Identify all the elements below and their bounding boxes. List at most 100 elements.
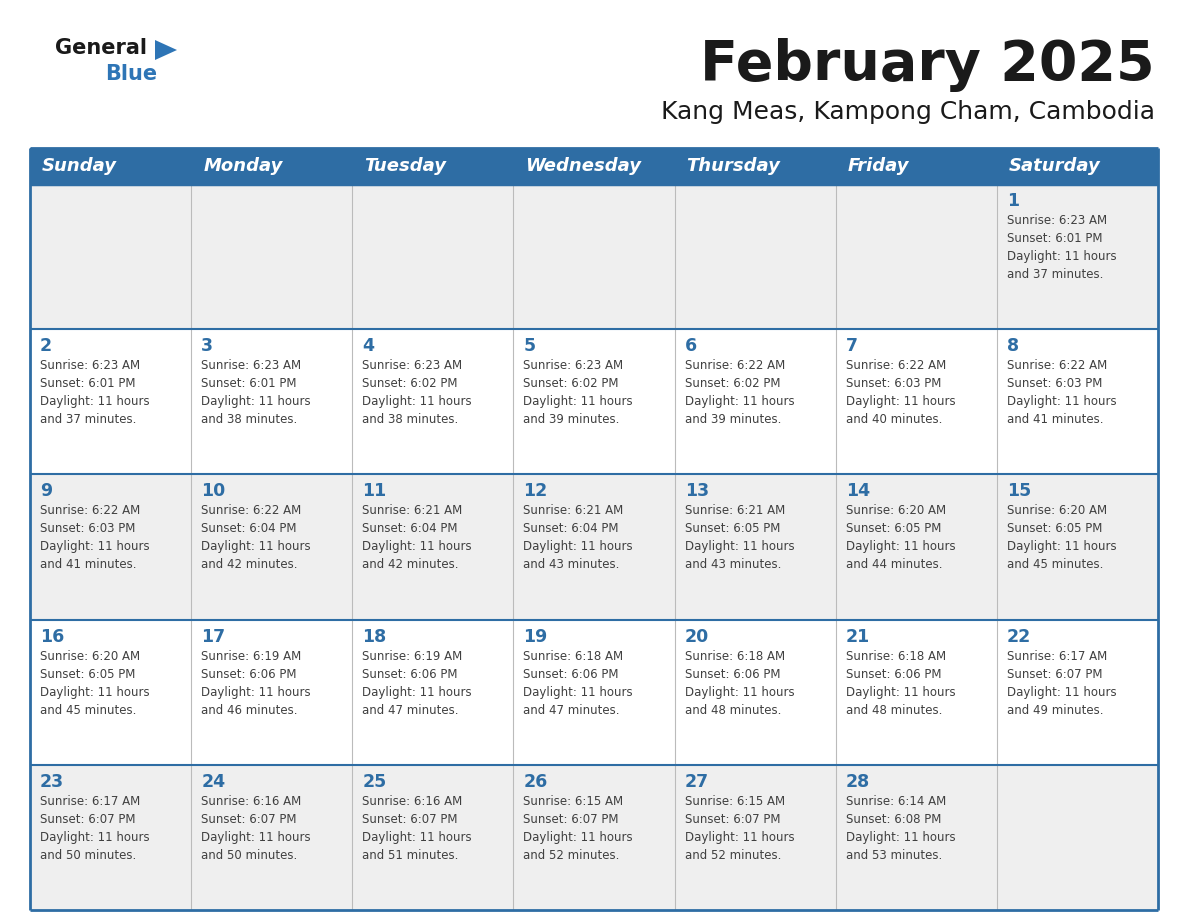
Text: Sunrise: 6:20 AM
Sunset: 6:05 PM
Daylight: 11 hours
and 44 minutes.: Sunrise: 6:20 AM Sunset: 6:05 PM Dayligh… bbox=[846, 504, 955, 571]
Text: 24: 24 bbox=[201, 773, 226, 790]
Text: 23: 23 bbox=[40, 773, 64, 790]
Text: Monday: Monday bbox=[203, 157, 283, 175]
Text: 12: 12 bbox=[524, 482, 548, 500]
Bar bbox=[353, 330, 513, 475]
Bar bbox=[191, 475, 353, 620]
Text: 17: 17 bbox=[201, 628, 226, 645]
Bar bbox=[353, 184, 513, 330]
Bar bbox=[30, 148, 1158, 184]
Text: Sunrise: 6:16 AM
Sunset: 6:07 PM
Daylight: 11 hours
and 50 minutes.: Sunrise: 6:16 AM Sunset: 6:07 PM Dayligh… bbox=[201, 795, 311, 862]
Text: Thursday: Thursday bbox=[687, 157, 781, 175]
Bar bbox=[835, 330, 997, 475]
Text: 16: 16 bbox=[40, 628, 64, 645]
Bar bbox=[997, 330, 1158, 475]
Bar bbox=[997, 475, 1158, 620]
Text: Sunrise: 6:21 AM
Sunset: 6:05 PM
Daylight: 11 hours
and 43 minutes.: Sunrise: 6:21 AM Sunset: 6:05 PM Dayligh… bbox=[684, 504, 795, 571]
Bar bbox=[353, 765, 513, 910]
Bar bbox=[30, 620, 191, 765]
Bar bbox=[513, 330, 675, 475]
Text: 15: 15 bbox=[1007, 482, 1031, 500]
Text: 6: 6 bbox=[684, 337, 696, 355]
Text: 4: 4 bbox=[362, 337, 374, 355]
Text: 20: 20 bbox=[684, 628, 709, 645]
Bar bbox=[675, 765, 835, 910]
Text: 5: 5 bbox=[524, 337, 536, 355]
Text: 7: 7 bbox=[846, 337, 858, 355]
Text: 8: 8 bbox=[1007, 337, 1019, 355]
Text: 13: 13 bbox=[684, 482, 709, 500]
Text: 18: 18 bbox=[362, 628, 386, 645]
Bar bbox=[513, 184, 675, 330]
Text: 1: 1 bbox=[1007, 192, 1019, 210]
Bar bbox=[353, 475, 513, 620]
Text: Sunrise: 6:15 AM
Sunset: 6:07 PM
Daylight: 11 hours
and 52 minutes.: Sunrise: 6:15 AM Sunset: 6:07 PM Dayligh… bbox=[684, 795, 795, 862]
Bar bbox=[835, 620, 997, 765]
Text: Sunrise: 6:23 AM
Sunset: 6:01 PM
Daylight: 11 hours
and 37 minutes.: Sunrise: 6:23 AM Sunset: 6:01 PM Dayligh… bbox=[40, 359, 150, 426]
Text: 26: 26 bbox=[524, 773, 548, 790]
Polygon shape bbox=[154, 40, 177, 60]
Text: Sunrise: 6:17 AM
Sunset: 6:07 PM
Daylight: 11 hours
and 49 minutes.: Sunrise: 6:17 AM Sunset: 6:07 PM Dayligh… bbox=[1007, 650, 1117, 717]
Text: Sunrise: 6:18 AM
Sunset: 6:06 PM
Daylight: 11 hours
and 47 minutes.: Sunrise: 6:18 AM Sunset: 6:06 PM Dayligh… bbox=[524, 650, 633, 717]
Text: Kang Meas, Kampong Cham, Cambodia: Kang Meas, Kampong Cham, Cambodia bbox=[661, 100, 1155, 124]
Text: Sunrise: 6:23 AM
Sunset: 6:02 PM
Daylight: 11 hours
and 38 minutes.: Sunrise: 6:23 AM Sunset: 6:02 PM Dayligh… bbox=[362, 359, 472, 426]
Text: Sunrise: 6:22 AM
Sunset: 6:03 PM
Daylight: 11 hours
and 41 minutes.: Sunrise: 6:22 AM Sunset: 6:03 PM Dayligh… bbox=[40, 504, 150, 571]
Bar bbox=[513, 475, 675, 620]
Text: Sunrise: 6:18 AM
Sunset: 6:06 PM
Daylight: 11 hours
and 48 minutes.: Sunrise: 6:18 AM Sunset: 6:06 PM Dayligh… bbox=[846, 650, 955, 717]
Bar bbox=[353, 620, 513, 765]
Text: Friday: Friday bbox=[848, 157, 909, 175]
Text: 2: 2 bbox=[40, 337, 52, 355]
Text: Sunday: Sunday bbox=[42, 157, 116, 175]
Bar bbox=[997, 765, 1158, 910]
Text: Sunrise: 6:22 AM
Sunset: 6:04 PM
Daylight: 11 hours
and 42 minutes.: Sunrise: 6:22 AM Sunset: 6:04 PM Dayligh… bbox=[201, 504, 311, 571]
Bar bbox=[191, 620, 353, 765]
Bar bbox=[191, 330, 353, 475]
Bar bbox=[835, 475, 997, 620]
Text: Sunrise: 6:21 AM
Sunset: 6:04 PM
Daylight: 11 hours
and 43 minutes.: Sunrise: 6:21 AM Sunset: 6:04 PM Dayligh… bbox=[524, 504, 633, 571]
Text: Sunrise: 6:15 AM
Sunset: 6:07 PM
Daylight: 11 hours
and 52 minutes.: Sunrise: 6:15 AM Sunset: 6:07 PM Dayligh… bbox=[524, 795, 633, 862]
Text: Sunrise: 6:23 AM
Sunset: 6:01 PM
Daylight: 11 hours
and 37 minutes.: Sunrise: 6:23 AM Sunset: 6:01 PM Dayligh… bbox=[1007, 214, 1117, 281]
Text: Sunrise: 6:19 AM
Sunset: 6:06 PM
Daylight: 11 hours
and 47 minutes.: Sunrise: 6:19 AM Sunset: 6:06 PM Dayligh… bbox=[362, 650, 472, 717]
Bar bbox=[675, 330, 835, 475]
Text: 21: 21 bbox=[846, 628, 870, 645]
Text: Sunrise: 6:22 AM
Sunset: 6:03 PM
Daylight: 11 hours
and 40 minutes.: Sunrise: 6:22 AM Sunset: 6:03 PM Dayligh… bbox=[846, 359, 955, 426]
Text: 27: 27 bbox=[684, 773, 709, 790]
Text: Tuesday: Tuesday bbox=[365, 157, 447, 175]
Text: 3: 3 bbox=[201, 337, 213, 355]
Text: 22: 22 bbox=[1007, 628, 1031, 645]
Bar bbox=[675, 620, 835, 765]
Text: Sunrise: 6:14 AM
Sunset: 6:08 PM
Daylight: 11 hours
and 53 minutes.: Sunrise: 6:14 AM Sunset: 6:08 PM Dayligh… bbox=[846, 795, 955, 862]
Text: General: General bbox=[55, 38, 147, 58]
Bar bbox=[191, 765, 353, 910]
Text: 10: 10 bbox=[201, 482, 226, 500]
Text: Blue: Blue bbox=[105, 64, 157, 84]
Text: Sunrise: 6:22 AM
Sunset: 6:02 PM
Daylight: 11 hours
and 39 minutes.: Sunrise: 6:22 AM Sunset: 6:02 PM Dayligh… bbox=[684, 359, 795, 426]
Bar bbox=[30, 330, 191, 475]
Bar bbox=[997, 620, 1158, 765]
Text: Saturday: Saturday bbox=[1009, 157, 1100, 175]
Text: 11: 11 bbox=[362, 482, 386, 500]
Bar bbox=[835, 765, 997, 910]
Text: Sunrise: 6:17 AM
Sunset: 6:07 PM
Daylight: 11 hours
and 50 minutes.: Sunrise: 6:17 AM Sunset: 6:07 PM Dayligh… bbox=[40, 795, 150, 862]
Bar bbox=[675, 184, 835, 330]
Bar bbox=[835, 184, 997, 330]
Bar bbox=[30, 184, 191, 330]
Text: 28: 28 bbox=[846, 773, 870, 790]
Text: Sunrise: 6:22 AM
Sunset: 6:03 PM
Daylight: 11 hours
and 41 minutes.: Sunrise: 6:22 AM Sunset: 6:03 PM Dayligh… bbox=[1007, 359, 1117, 426]
Bar bbox=[191, 184, 353, 330]
Text: Sunrise: 6:23 AM
Sunset: 6:01 PM
Daylight: 11 hours
and 38 minutes.: Sunrise: 6:23 AM Sunset: 6:01 PM Dayligh… bbox=[201, 359, 311, 426]
Bar bbox=[997, 184, 1158, 330]
Text: Sunrise: 6:16 AM
Sunset: 6:07 PM
Daylight: 11 hours
and 51 minutes.: Sunrise: 6:16 AM Sunset: 6:07 PM Dayligh… bbox=[362, 795, 472, 862]
Text: Sunrise: 6:18 AM
Sunset: 6:06 PM
Daylight: 11 hours
and 48 minutes.: Sunrise: 6:18 AM Sunset: 6:06 PM Dayligh… bbox=[684, 650, 795, 717]
Text: 9: 9 bbox=[40, 482, 52, 500]
Text: February 2025: February 2025 bbox=[701, 38, 1155, 92]
Bar bbox=[675, 475, 835, 620]
Text: 19: 19 bbox=[524, 628, 548, 645]
Text: Sunrise: 6:20 AM
Sunset: 6:05 PM
Daylight: 11 hours
and 45 minutes.: Sunrise: 6:20 AM Sunset: 6:05 PM Dayligh… bbox=[1007, 504, 1117, 571]
Text: Sunrise: 6:21 AM
Sunset: 6:04 PM
Daylight: 11 hours
and 42 minutes.: Sunrise: 6:21 AM Sunset: 6:04 PM Dayligh… bbox=[362, 504, 472, 571]
Text: 25: 25 bbox=[362, 773, 386, 790]
Bar bbox=[513, 620, 675, 765]
Text: Sunrise: 6:20 AM
Sunset: 6:05 PM
Daylight: 11 hours
and 45 minutes.: Sunrise: 6:20 AM Sunset: 6:05 PM Dayligh… bbox=[40, 650, 150, 717]
Bar bbox=[30, 475, 191, 620]
Bar bbox=[513, 765, 675, 910]
Text: 14: 14 bbox=[846, 482, 870, 500]
